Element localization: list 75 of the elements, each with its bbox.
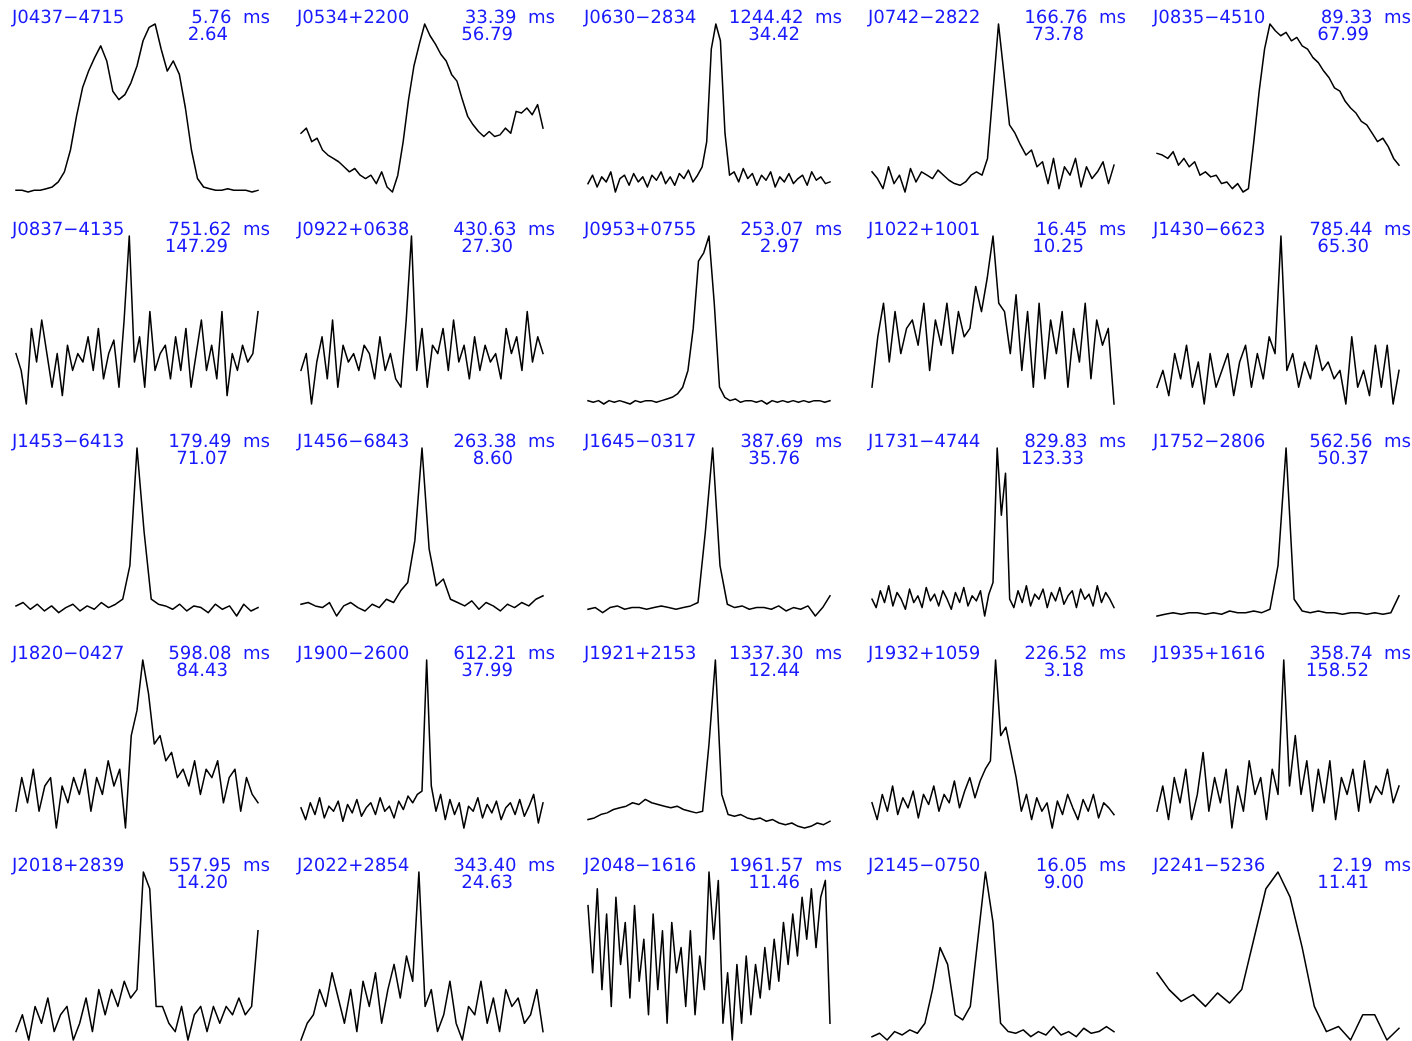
text: 89.33 ms — [1322, 9, 1411, 24]
chart-title: J2048−1616 — [583, 857, 696, 875]
chart-title: J1935+1616 — [1152, 645, 1265, 663]
text: 612.21 ms — [454, 645, 555, 660]
annotation: 14.20 — [178, 874, 227, 889]
chart-title: J2241−5236 — [1152, 857, 1265, 875]
text: 387.69 ms — [741, 433, 842, 448]
text: 263.38 ms — [454, 433, 555, 448]
text: 430.63 ms — [454, 221, 555, 236]
text: 166.76 ms — [1026, 9, 1126, 24]
annotation: 10.25 — [1034, 238, 1083, 253]
annotation: 67.99 — [1318, 26, 1368, 41]
chart-title: J1731−4744 — [867, 433, 980, 451]
text: 557.95 ms — [169, 857, 270, 872]
annotation: 27.30 — [462, 238, 512, 253]
text: 1244.42 ms — [730, 9, 842, 24]
text: 829.83 ms — [1025, 433, 1126, 448]
annotation: 3.18 — [1045, 662, 1083, 677]
chart-title: J1752−2806 — [1152, 433, 1265, 451]
chart-title: J1921+2153 — [583, 645, 695, 663]
annotation: 12.44 — [750, 662, 799, 676]
annotation: 158.52 — [1307, 662, 1368, 677]
text: 253.07 ms — [741, 221, 842, 236]
text: 1961.57 ms — [730, 857, 842, 872]
annotation: 84.43 — [177, 662, 227, 677]
annotation: 34.42 — [749, 26, 799, 41]
text: 785.44 ms — [1310, 221, 1411, 236]
chart-title: J0835−4510 — [1152, 9, 1265, 27]
annotation: 8.60 — [474, 450, 512, 465]
annotation: 11.41 — [1319, 874, 1368, 888]
chart-title: J1645−0317 — [583, 433, 695, 451]
text: 179.49 ms — [170, 433, 270, 448]
text: 16.05 ms — [1037, 857, 1126, 872]
annotation: 37.99 — [462, 662, 512, 677]
text: 358.74 ms — [1310, 645, 1411, 660]
text: 343.40 ms — [454, 857, 555, 872]
chart-title: J2145−0750 — [867, 857, 980, 875]
chart-title: J0837−4135 — [11, 221, 123, 239]
annotation: 123.33 — [1022, 450, 1083, 465]
chart-title: J1900−2600 — [296, 645, 409, 663]
text: 562.56 ms — [1310, 433, 1411, 448]
text: 2.19 ms — [1333, 857, 1411, 872]
chart-title: J0922+0638 — [296, 221, 409, 239]
text: 598.08 ms — [169, 645, 270, 660]
text: 5.76 ms — [192, 9, 270, 24]
chart-title: J0630−2834 — [583, 9, 696, 27]
annotation: 147.29 — [166, 238, 227, 253]
annotation: 73.78 — [1033, 26, 1083, 41]
chart-title: J0953+0755 — [583, 221, 695, 239]
annotation: 2.64 — [189, 26, 227, 41]
text: 33.39 ms — [466, 9, 555, 24]
annotation: 71.07 — [177, 450, 227, 465]
chart-title: J0437−4715 — [11, 9, 123, 27]
chart-title: J2018+2839 — [11, 857, 124, 875]
annotation: 56.79 — [462, 26, 512, 41]
annotation: 50.37 — [1318, 450, 1368, 465]
chart-title: J1430−6623 — [1152, 221, 1264, 239]
chart-title: J1932+1059 — [867, 645, 980, 663]
annotation: 35.76 — [749, 450, 799, 465]
text: 751.62 ms — [169, 221, 270, 236]
text: 226.52 ms — [1025, 645, 1126, 660]
annotation: 65.30 — [1318, 238, 1368, 253]
chart-title: J1022+1001 — [867, 221, 979, 239]
chart-title: J0534+2200 — [296, 9, 409, 27]
chart-title: J2022+2854 — [296, 857, 409, 875]
chart-title: J1453−6413 — [11, 433, 123, 451]
text: 1337.30 ms — [730, 645, 842, 660]
text: 16.45 ms — [1037, 221, 1126, 236]
annotation: 2.97 — [761, 238, 799, 253]
annotation: 24.63 — [462, 874, 512, 889]
chart-title: J0742−2822 — [867, 9, 979, 27]
chart-title: J1456−6843 — [296, 433, 408, 451]
annotation: 9.00 — [1044, 874, 1083, 889]
annotation: 11.46 — [750, 874, 799, 889]
chart-title: J1820−0427 — [11, 645, 123, 663]
